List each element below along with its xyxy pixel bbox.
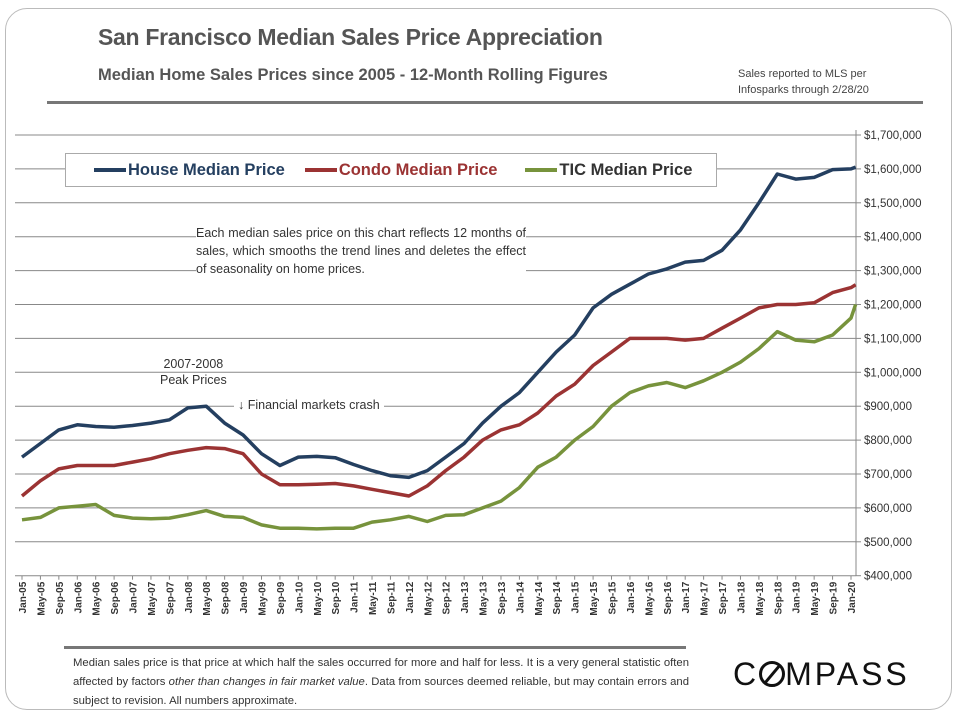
y-tick-label: $1,700,000 (864, 130, 922, 142)
x-tick-label: Sep-15 (608, 581, 619, 614)
header-divider (47, 101, 923, 104)
x-tick-label: May-18 (755, 581, 766, 615)
x-tick-label: Jan-06 (73, 581, 84, 613)
y-tick-label: $700,000 (864, 469, 912, 481)
x-tick-label: May-10 (313, 581, 324, 615)
x-tick-label: Sep-05 (55, 581, 66, 614)
annotation-text: Each median sales price on this chart re… (196, 224, 526, 278)
y-tick-label: $1,200,000 (864, 300, 922, 312)
x-tick-label: Sep-08 (221, 581, 232, 614)
x-tick-label: Jan-14 (515, 581, 526, 613)
x-tick-label: May-06 (92, 581, 103, 615)
x-tick-label: May-19 (810, 581, 821, 615)
x-tick-label: Sep-06 (110, 581, 121, 614)
compass-logo: C MPASS (733, 656, 910, 692)
x-tick-label: Sep-12 (442, 581, 453, 614)
x-tick-label: Sep-09 (276, 581, 287, 614)
footnote-part-1: Median sales price is that price at whic… (73, 657, 689, 688)
x-tick-label: Jan-18 (736, 581, 747, 613)
x-tick-label: May-09 (257, 581, 268, 615)
legend: House Median Price Condo Median Price TI… (65, 153, 717, 187)
footnote-italic: other than changes in fair market value (168, 676, 365, 688)
y-tick-label: $800,000 (864, 435, 912, 447)
footnote: Median sales price is that price at whic… (73, 654, 689, 711)
x-tick-label: Sep-19 (829, 581, 840, 614)
source-line-1: Sales reported to MLS per (738, 68, 867, 80)
x-tick-label: Sep-14 (552, 581, 563, 614)
y-tick-label: $1,000,000 (864, 367, 922, 379)
series-line-house (20, 165, 857, 480)
y-tick-label: $1,600,000 (864, 164, 922, 176)
x-tick-label: Jan-15 (571, 581, 582, 613)
legend-tic: TIC Median Price (525, 161, 692, 180)
x-tick-label: Sep-18 (773, 581, 784, 614)
peak-prices-label: 2007-2008 Peak Prices (160, 356, 227, 388)
crash-annotation: ↓ Financial markets crash (234, 398, 384, 412)
series-line-condo (20, 283, 857, 498)
x-tick-label: May-12 (423, 581, 434, 615)
y-tick-label: $1,400,000 (864, 232, 922, 244)
x-tick-label: May-17 (700, 581, 711, 615)
x-tick-label: May-07 (147, 581, 158, 615)
source-note: Sales reported to MLS per Infosparks thr… (738, 66, 869, 98)
legend-swatch-house (94, 168, 126, 172)
y-tick-label: $400,000 (864, 571, 912, 583)
x-tick-label: Jan-08 (184, 581, 195, 613)
x-tick-label: Sep-16 (663, 581, 674, 614)
x-tick-label: Jan-07 (129, 581, 140, 613)
legend-label-tic: TIC Median Price (559, 160, 693, 179)
y-tick-label: $1,300,000 (864, 266, 922, 278)
chart-title: San Francisco Median Sales Price Appreci… (98, 24, 603, 50)
x-tick-label: May-11 (368, 581, 379, 615)
legend-house: House Median Price (94, 161, 285, 180)
y-tick-label: $900,000 (864, 401, 912, 413)
x-tick-label: Jan-16 (626, 581, 637, 613)
x-tick-label: Jan-19 (792, 581, 803, 613)
x-tick-label: Sep-13 (497, 581, 508, 614)
x-tick-label: Jan-09 (239, 581, 250, 613)
x-tick-label: Sep-11 (386, 581, 397, 614)
x-tick-label: Jan-11 (350, 581, 361, 613)
legend-label-house: House Median Price (128, 160, 285, 179)
x-tick-label: Sep-17 (718, 581, 729, 614)
x-tick-label: May-08 (202, 581, 213, 615)
x-tick-label: Jan-13 (460, 581, 471, 613)
y-tick-label: $600,000 (864, 503, 912, 515)
x-tick-label: May-05 (36, 581, 47, 615)
legend-condo: Condo Median Price (304, 160, 498, 180)
y-tick-label: $1,100,000 (864, 333, 922, 345)
x-tick-label: May-13 (479, 581, 490, 615)
x-tick-label: Sep-07 (165, 581, 176, 614)
slide-frame (5, 8, 952, 710)
x-tick-label: Jan-20 (847, 581, 858, 613)
legend-swatch-condo (304, 168, 337, 172)
x-tick-label: Jan-05 (18, 581, 29, 613)
y-tick-label: $500,000 (864, 537, 912, 549)
legend-swatch-tic (525, 168, 558, 172)
peak-label-line-1: 2007-2008 (163, 357, 224, 371)
peak-label-line-2: Peak Prices (160, 373, 227, 387)
footer-divider (64, 646, 686, 649)
x-tick-label: Jan-10 (294, 581, 305, 613)
x-tick-label: Sep-10 (331, 581, 342, 614)
x-tick-label: Jan-12 (405, 581, 416, 613)
source-line-2: Infosparks through 2/28/20 (738, 84, 869, 96)
x-tick-label: May-16 (644, 581, 655, 615)
x-tick-label: Jan-17 (681, 581, 692, 613)
y-tick-label: $1,500,000 (864, 198, 922, 210)
footnote-part-2: . Data from sources deemed reliable, but… (73, 676, 689, 707)
x-tick-label: May-15 (589, 581, 600, 615)
chart-subtitle: Median Home Sales Prices since 2005 - 12… (98, 66, 608, 84)
legend-label-condo: Condo Median Price (338, 160, 498, 179)
x-tick-label: May-14 (534, 581, 545, 615)
series-line-tic (21, 303, 858, 531)
